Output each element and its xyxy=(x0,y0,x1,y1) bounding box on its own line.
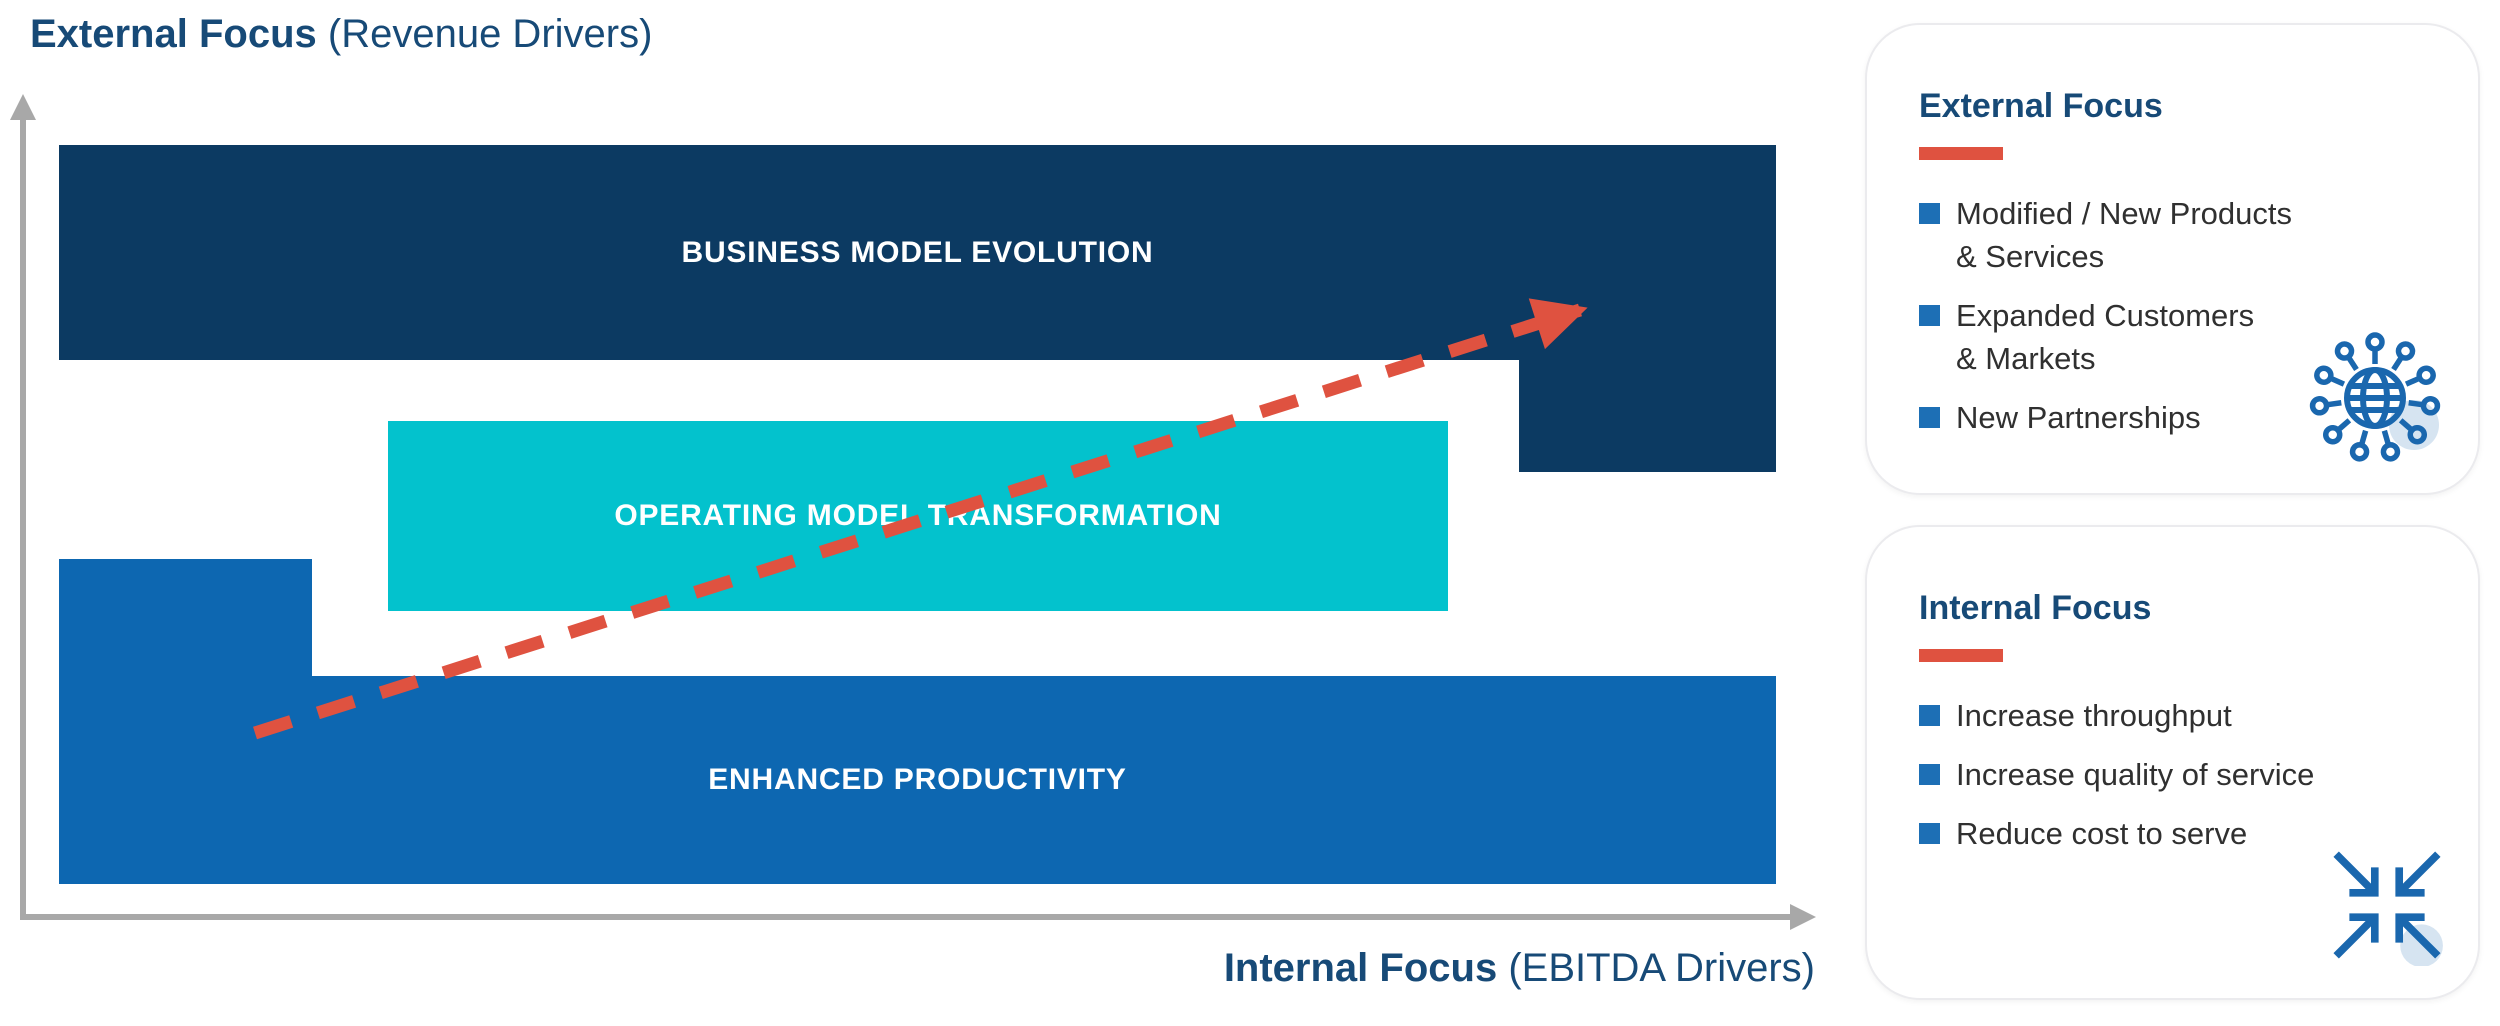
list-item: Increase quality of service xyxy=(1919,753,2438,796)
bullet-square-icon xyxy=(1919,823,1940,844)
bullet-line: Reduce cost to serve xyxy=(1956,816,2248,851)
bullet-list: Increase throughput Increase quality of … xyxy=(1919,694,2438,855)
y-axis-arrowhead-icon xyxy=(10,94,36,120)
x-axis xyxy=(20,914,1792,920)
x-axis-title-rest: (EBITDA Drivers) xyxy=(1497,946,1815,990)
bullet-list: Modified / New Products & Services Expan… xyxy=(1919,192,2438,439)
bullet-line: Modified / New Products xyxy=(1956,196,2292,231)
bullet-square-icon xyxy=(1919,705,1940,726)
bullet-square-icon xyxy=(1919,407,1940,428)
list-item: Reduce cost to serve xyxy=(1919,812,2438,855)
y-axis-title-rest: (Revenue Drivers) xyxy=(316,12,653,56)
bullet-line: & Services xyxy=(1956,239,2105,274)
accent-rule xyxy=(1919,649,2003,662)
bullet-text: Increase throughput xyxy=(1956,694,2232,737)
list-item: New Partnerships xyxy=(1919,396,2438,439)
bar-enhanced-productivity: ENHANCED PRODUCTIVITY xyxy=(59,676,1776,884)
bullet-square-icon xyxy=(1919,305,1940,326)
list-item: Increase throughput xyxy=(1919,694,2438,737)
y-axis-title: External Focus (Revenue Drivers) xyxy=(30,10,652,58)
bar-operating-model-transformation: OPERATING MODEL TRANSFORMATION xyxy=(388,421,1448,611)
bar-business-model-evolution-extension xyxy=(1519,360,1776,472)
bullet-line: Increase throughput xyxy=(1956,698,2232,733)
y-axis-title-bold: External Focus xyxy=(30,12,317,56)
accent-rule xyxy=(1919,147,2003,160)
card-title: Internal Focus xyxy=(1919,589,2152,627)
bar-label: ENHANCED PRODUCTIVITY xyxy=(708,763,1127,796)
y-axis xyxy=(20,118,26,918)
bullet-text: Reduce cost to serve xyxy=(1956,812,2247,855)
network-globe-icon xyxy=(2309,332,2441,462)
bar-business-model-evolution: BUSINESS MODEL EVOLUTION xyxy=(59,145,1776,360)
bar-label: OPERATING MODEL TRANSFORMATION xyxy=(614,499,1222,532)
external-focus-card: External Focus Modified / New Products &… xyxy=(1865,23,2480,495)
x-axis-title: Internal Focus (EBITDA Drivers) xyxy=(1224,944,1815,992)
list-item: Modified / New Products & Services xyxy=(1919,192,2438,278)
bullet-square-icon xyxy=(1919,764,1940,785)
bullet-square-icon xyxy=(1919,203,1940,224)
internal-focus-card: Internal Focus Increase throughput Incre… xyxy=(1865,525,2480,1000)
bar-enhanced-productivity-step xyxy=(59,559,312,677)
bullet-text: Increase quality of service xyxy=(1956,753,2314,796)
x-axis-title-bold: Internal Focus xyxy=(1223,946,1498,990)
bullet-line: New Partnerships xyxy=(1956,400,2201,435)
x-axis-arrowhead-icon xyxy=(1790,904,1816,930)
bullet-line: & Markets xyxy=(1956,341,2096,376)
card-title: External Focus xyxy=(1919,87,2163,125)
bullet-text: Modified / New Products & Services xyxy=(1956,192,2292,278)
bullet-text: Expanded Customers & Markets xyxy=(1956,294,2254,380)
bullet-line: Expanded Customers xyxy=(1956,298,2255,333)
bullet-text: New Partnerships xyxy=(1956,396,2201,439)
bullet-line: Increase quality of service xyxy=(1956,757,2315,792)
collapse-arrows-icon xyxy=(2333,851,2443,966)
list-item: Expanded Customers & Markets xyxy=(1919,294,2438,380)
bar-label: BUSINESS MODEL EVOLUTION xyxy=(681,235,1154,269)
